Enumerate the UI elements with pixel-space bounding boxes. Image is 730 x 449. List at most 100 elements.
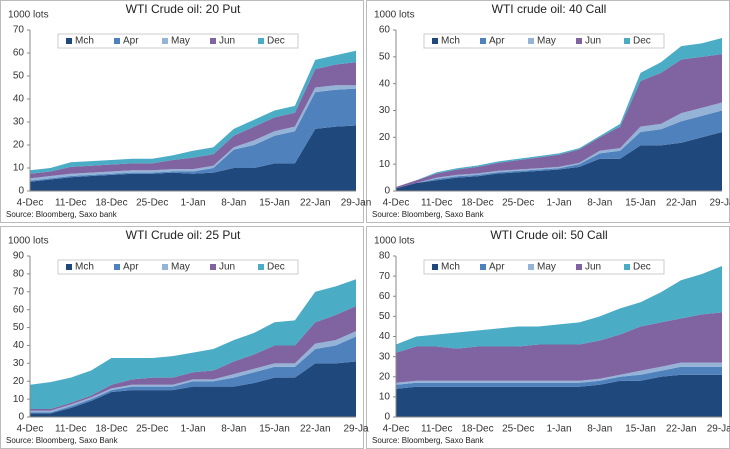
legend-swatch	[66, 264, 72, 270]
y-tick-label: 0	[384, 186, 390, 197]
y-tick-label: 20	[379, 371, 391, 382]
y-tick-label: 50	[13, 322, 25, 333]
legend-label: Jun	[585, 36, 601, 47]
y-axis-title: 1000 lots	[8, 236, 49, 247]
legend-label: Apr	[123, 262, 139, 273]
area	[30, 279, 356, 409]
legend-swatch	[114, 38, 120, 44]
x-tick-label: 22-Jan	[666, 424, 697, 435]
legend-swatch	[210, 38, 216, 44]
x-tick-label: 8-Jan	[587, 424, 612, 435]
legend-swatch	[114, 264, 120, 270]
y-tick-label: 80	[379, 251, 391, 262]
y-tick-label: 70	[13, 286, 25, 297]
x-tick-label: 22-Jan	[300, 424, 331, 435]
y-axis-title: 1000 lots	[374, 236, 415, 247]
area	[396, 131, 722, 191]
x-tick-label: 18-Dec	[461, 424, 493, 435]
legend-swatch	[162, 264, 168, 270]
area	[396, 38, 722, 187]
legend-label: Jun	[219, 262, 235, 273]
x-tick-label: 15-Jan	[625, 424, 656, 435]
y-tick-label: 0	[18, 412, 24, 423]
legend-swatch	[576, 38, 582, 44]
x-tick-label: 25-Dec	[502, 424, 534, 435]
x-tick-label: 15-Jan	[259, 424, 290, 435]
x-tick-label: 29-Jan	[341, 198, 372, 209]
y-tick-label: 40	[379, 78, 391, 89]
x-tick-label: 18-Dec	[461, 198, 493, 209]
legend-swatch	[528, 38, 534, 44]
legend-label: Jun	[585, 262, 601, 273]
chart-title: WTI Crude oil: 20 Put	[126, 2, 241, 16]
source: Source: Bloomberg, Saxo bank	[6, 210, 118, 219]
legend-box	[57, 259, 299, 275]
x-tick-label: 15-Jan	[625, 198, 656, 209]
legend-label: Dec	[267, 262, 285, 273]
legend-swatch	[480, 38, 486, 44]
area	[30, 125, 356, 191]
legend-swatch	[432, 264, 438, 270]
chart-title: WTI crude oil: 40 Call	[492, 2, 607, 16]
area	[396, 54, 722, 189]
y-tick-label: 40	[13, 340, 25, 351]
x-tick-label: 25-Dec	[136, 198, 168, 209]
area	[396, 374, 722, 417]
legend-swatch	[480, 264, 486, 270]
legend-label: Dec	[633, 262, 651, 273]
legend-swatch	[624, 264, 630, 270]
legend-label: May	[537, 36, 556, 47]
legend-label: Apr	[123, 36, 139, 47]
legend-label: Mch	[75, 262, 94, 273]
y-tick-label: 30	[13, 117, 25, 128]
legend-label: Apr	[489, 36, 505, 47]
x-tick-label: 1-Jan	[180, 424, 205, 435]
area	[396, 102, 722, 189]
legend-label: May	[171, 36, 190, 47]
legend-label: Mch	[75, 36, 94, 47]
legend-swatch	[258, 38, 264, 44]
legend-label: Jun	[219, 36, 235, 47]
chart-title: WTI Crude oil: 50 Call	[490, 228, 607, 242]
legend-label: Mch	[441, 262, 460, 273]
y-tick-label: 70	[13, 25, 25, 36]
x-tick-label: 25-Dec	[136, 424, 168, 435]
legend-swatch	[210, 264, 216, 270]
y-tick-label: 10	[13, 163, 25, 174]
y-tick-label: 70	[379, 271, 391, 282]
x-tick-label: 8-Jan	[221, 424, 246, 435]
y-tick-label: 50	[379, 51, 391, 62]
y-tick-label: 0	[18, 186, 24, 197]
y-tick-label: 10	[13, 394, 25, 405]
y-axis-title: 1000 lots	[374, 10, 415, 21]
y-tick-label: 20	[13, 376, 25, 387]
area	[30, 306, 356, 411]
legend-box	[57, 33, 299, 49]
x-tick-label: 18-Dec	[95, 424, 127, 435]
x-tick-label: 1-Jan	[546, 198, 571, 209]
area	[30, 62, 356, 179]
x-tick-label: 4-Dec	[17, 198, 44, 209]
y-tick-label: 60	[379, 291, 391, 302]
source: Source: Bloomberg, Saxo Bank	[372, 210, 485, 219]
legend-box	[423, 259, 665, 275]
legend-box	[423, 33, 665, 49]
y-tick-label: 40	[13, 94, 25, 105]
x-tick-label: 15-Jan	[259, 198, 290, 209]
x-tick-label: 4-Dec	[383, 424, 410, 435]
x-tick-label: 22-Jan	[300, 198, 331, 209]
y-tick-label: 60	[13, 304, 25, 315]
legend-swatch	[528, 264, 534, 270]
legend-swatch	[624, 38, 630, 44]
source: Source: Bloomberg, Saxo Bank	[6, 436, 119, 445]
area	[30, 336, 356, 414]
x-tick-label: 1-Jan	[546, 424, 571, 435]
legend-swatch	[258, 264, 264, 270]
chart-title: WTI Crude oil: 25 Put	[126, 228, 241, 242]
legend-swatch	[432, 38, 438, 44]
y-axis-title: 1000 lots	[8, 10, 49, 21]
x-tick-label: 11-Dec	[421, 198, 453, 209]
legend-label: Dec	[267, 36, 285, 47]
legend-label: Dec	[633, 36, 651, 47]
